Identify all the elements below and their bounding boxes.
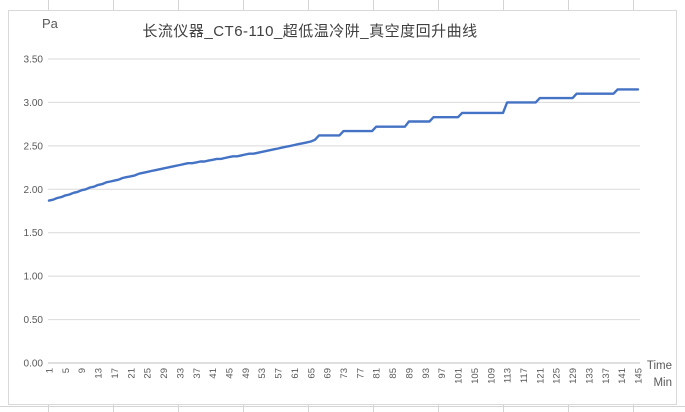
sheet-column-line (633, 0, 634, 10)
x-axis-tick-label: 81 (372, 368, 383, 379)
x-axis-tick-label: 129 (568, 368, 579, 384)
series-line[interactable] (47, 88, 640, 202)
x-axis-tick-label: 41 (208, 368, 219, 379)
sheet-column-line (48, 404, 49, 412)
x-axis-tick-label: 1 (45, 368, 56, 373)
sheet-column-line (568, 0, 569, 10)
sheet-column-line (438, 0, 439, 10)
x-axis-tick-label: 49 (241, 368, 252, 379)
x-axis-tick-label: 25 (143, 368, 154, 379)
x-axis-tick-label: 93 (421, 368, 432, 379)
x-axis-title-time: Time (646, 360, 672, 372)
x-axis-tick-label: 113 (503, 368, 514, 383)
x-axis-tick-label: 133 (584, 368, 595, 384)
x-axis-tick-label: 9 (77, 368, 88, 373)
sheet-column-line (243, 404, 244, 412)
x-axis-tick-label: 65 (306, 368, 317, 379)
x-axis-tick-label: 29 (159, 368, 170, 379)
y-axis-tick-label: 2.50 (24, 141, 44, 152)
sheet-column-line (113, 0, 114, 10)
sheet-column-line (178, 404, 179, 412)
x-axis-tick-label: 121 (535, 368, 546, 384)
x-axis-tick-label: 97 (437, 368, 448, 379)
x-axis-tick-label: 117 (519, 368, 530, 383)
x-axis-tick-label: 77 (355, 368, 366, 379)
chart-title: 长流仪器_CT6-110_超低温冷阱_真空度回升曲线 (142, 23, 478, 40)
x-axis-tick-label: 105 (470, 368, 481, 384)
sheet-column-line (308, 404, 309, 412)
y-axis-tick-label: 1.00 (24, 272, 44, 283)
x-axis-tick-label: 37 (192, 368, 203, 379)
sheet-column-line (373, 0, 374, 10)
sheet-column-line (308, 0, 309, 10)
sheet-column-line (373, 404, 374, 412)
sheet-column-line (438, 404, 439, 412)
sheet-column-line (113, 404, 114, 412)
sheet-column-line (633, 404, 634, 412)
chart[interactable] (8, 10, 677, 405)
x-axis-tick-label: 45 (224, 368, 235, 379)
x-axis-tick-label: 145 (634, 368, 645, 384)
x-axis-tick-label: 57 (274, 368, 285, 379)
x-axis-tick-label: 89 (404, 368, 415, 379)
x-axis-tick-label: 5 (61, 368, 72, 373)
sheet-column-line (568, 404, 569, 412)
x-axis-tick-label: 33 (175, 368, 186, 379)
sheet-column-line (503, 404, 504, 412)
sheet-column-line (48, 0, 49, 10)
sheet-row-line (0, 406, 685, 407)
x-axis-tick-label: 85 (388, 368, 399, 379)
x-axis-tick-label: 21 (126, 368, 137, 379)
x-axis-tick-label: 109 (486, 368, 497, 384)
x-axis-tick-label: 101 (454, 368, 465, 384)
x-axis-tick-label: 13 (94, 368, 105, 379)
x-axis-tick-label: 73 (339, 368, 350, 379)
x-axis-tick-label: 61 (290, 368, 301, 379)
y-axis-tick-label: 2.00 (24, 185, 44, 196)
sheet-column-line (243, 0, 244, 10)
x-axis-tick-label: 53 (257, 368, 268, 379)
x-axis-tick-label: 69 (323, 368, 334, 379)
x-axis-title: Time Min (630, 358, 672, 392)
x-axis-tick-label: 141 (617, 368, 628, 384)
y-axis-unit-label: Pa (42, 16, 58, 31)
x-axis-tick-label: 17 (110, 368, 121, 379)
y-axis-tick-label: 0.00 (24, 359, 44, 370)
x-axis-tick-label: 125 (552, 368, 563, 384)
y-axis-tick-label: 3.00 (24, 98, 44, 109)
y-axis-tick-label: 3.50 (24, 55, 44, 66)
y-axis-tick-label: 0.50 (24, 315, 44, 326)
x-axis-tick-label: 137 (601, 368, 612, 384)
sheet-column-line (503, 0, 504, 10)
y-axis-tick-label: 1.50 (24, 228, 44, 239)
x-axis-title-min: Min (653, 377, 672, 389)
sheet-column-line (178, 0, 179, 10)
